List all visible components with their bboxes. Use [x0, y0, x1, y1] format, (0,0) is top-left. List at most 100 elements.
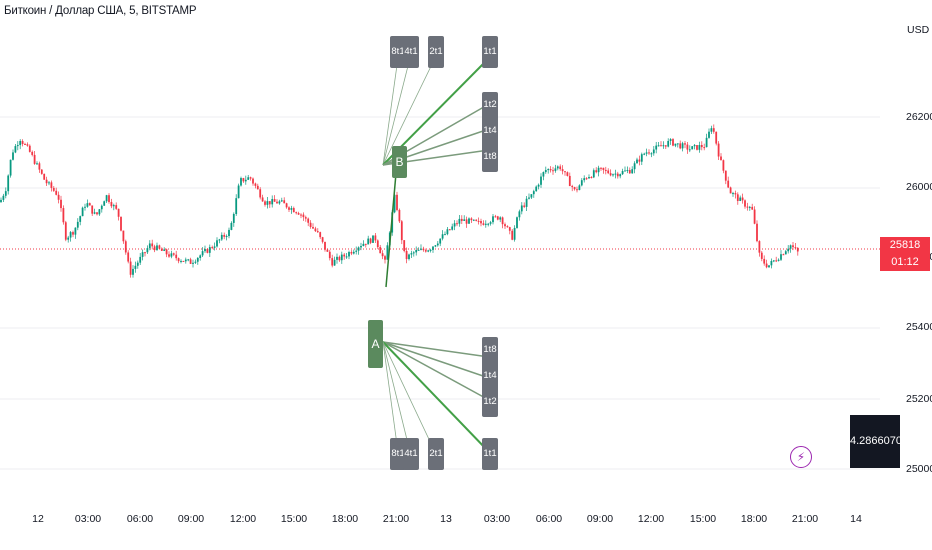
upper-label-stack[interactable]: 1t2 1t4 1t8 — [482, 92, 498, 172]
candle-body — [576, 189, 578, 191]
candle-body — [74, 227, 77, 235]
candle-body — [465, 219, 468, 224]
candle-body — [283, 200, 286, 204]
lower-label-4t1[interactable]: 4t1 — [403, 438, 419, 470]
lower-label-2t1[interactable]: 2t1 — [428, 438, 444, 470]
candle-body — [261, 197, 264, 202]
ratio-tooltip: 4.28660704999 — [850, 415, 926, 468]
lower-fan-8t1 — [382, 341, 399, 453]
candle-body — [645, 152, 648, 154]
candle-body — [780, 254, 782, 260]
candle-body — [31, 151, 34, 155]
candle-body — [607, 170, 610, 174]
candle-body — [338, 256, 341, 261]
bar-countdown: 01:12 — [880, 254, 930, 271]
pattern-lines — [382, 57, 490, 453]
candle-body — [556, 166, 559, 169]
candle-body — [136, 262, 139, 266]
upper-label-8t1[interactable]: 8t1 — [390, 36, 406, 68]
point-b-marker[interactable]: B — [392, 146, 407, 178]
candle-body — [187, 259, 190, 261]
candle-body — [494, 216, 497, 218]
y-tick-label: 25200 — [906, 393, 932, 405]
candle-body — [631, 169, 634, 174]
candle-body — [660, 145, 662, 147]
candle-body — [228, 229, 230, 237]
candle-body — [79, 216, 82, 222]
candle-body — [451, 226, 454, 230]
candle-body — [794, 247, 797, 249]
candle-body — [614, 173, 617, 175]
candle-body — [655, 145, 658, 150]
candle-body — [472, 219, 475, 221]
candle-body — [427, 250, 430, 252]
candle-body — [393, 194, 396, 213]
candle-body — [732, 193, 734, 195]
candle-body — [456, 223, 458, 225]
candle-body — [292, 208, 295, 213]
candle-body — [175, 254, 178, 259]
lower-label-stack[interactable]: 1t8 1t4 1t2 — [482, 337, 498, 417]
candle-body — [288, 207, 290, 210]
candle-body — [91, 205, 94, 214]
lower-label-1t8: 1t8 — [483, 344, 497, 355]
candle-body — [789, 245, 792, 249]
candle-body — [364, 243, 367, 245]
candle-body — [168, 254, 170, 257]
lightning-icon[interactable]: ⚡ — [790, 446, 812, 468]
candle-body — [194, 261, 197, 263]
candle-body — [530, 194, 533, 198]
candle-body — [590, 177, 593, 179]
candle-body — [633, 163, 636, 170]
upper-label-1t8: 1t8 — [483, 151, 497, 162]
lower-label-8t1[interactable]: 8t1 — [390, 438, 406, 470]
candle-body — [98, 209, 101, 215]
upper-label-2t1[interactable]: 2t1 — [428, 36, 444, 68]
candle-body — [405, 251, 408, 260]
candle-body — [60, 199, 62, 209]
candle-body — [532, 191, 535, 195]
candle-body — [237, 185, 240, 199]
candle-body — [700, 144, 703, 148]
y-tick-label: 26000 — [906, 181, 932, 193]
candle-body — [206, 249, 209, 253]
candle-body — [88, 203, 91, 206]
candle-body — [674, 143, 677, 146]
candle-body — [408, 254, 410, 260]
candle-body — [230, 222, 233, 230]
candle-body — [621, 171, 624, 175]
candle-body — [180, 260, 182, 262]
y-axis-unit: USD — [907, 24, 930, 36]
time-axis[interactable]: 12 03:00 06:00 09:00 12:00 15:00 18:00 21:00 13 0… — [32, 513, 862, 525]
candle-body — [612, 174, 614, 176]
upper-label-4t1[interactable]: 4t1 — [403, 36, 419, 68]
candle-body — [727, 180, 730, 188]
candle-body — [324, 241, 326, 250]
candle-body — [669, 139, 672, 141]
candle-body — [484, 223, 487, 225]
candle-body — [302, 214, 305, 218]
candle-body — [26, 144, 29, 146]
candle-body — [264, 201, 266, 205]
candle-body — [384, 256, 386, 260]
candle-body — [352, 251, 355, 254]
candle-body — [684, 143, 686, 145]
candle-body — [110, 202, 113, 207]
candle-body — [266, 201, 269, 205]
candle-body — [717, 143, 720, 157]
lower-label-1t1[interactable]: 1t1 — [482, 438, 498, 470]
candle-body — [770, 260, 773, 266]
candle-body — [583, 178, 586, 181]
point-a-marker[interactable]: A — [368, 320, 383, 368]
candle-body — [146, 248, 149, 253]
candle-body — [386, 245, 389, 260]
candle-body — [518, 211, 521, 218]
candle-body — [160, 248, 163, 251]
lower-fan-1t1 — [382, 341, 490, 453]
x-tick-label: 14 — [850, 513, 862, 525]
candle-body — [211, 247, 214, 249]
candle-body — [64, 222, 67, 240]
upper-label-1t1[interactable]: 1t1 — [482, 36, 498, 68]
candle-body — [722, 160, 725, 171]
